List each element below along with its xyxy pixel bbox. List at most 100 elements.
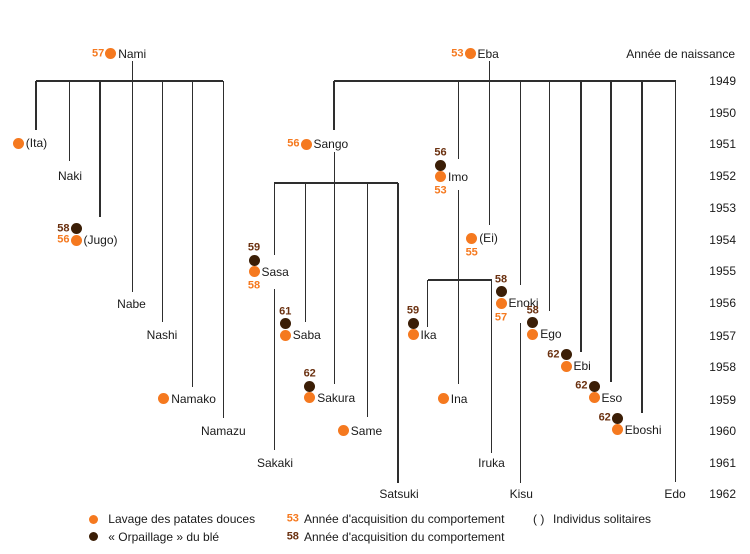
birth-year-label: 1956 [709,296,736,310]
individual-label-nashi: Nashi [146,328,178,343]
wheat-dot-icon [304,380,316,392]
lineage-line [397,183,399,483]
individual-label-enoki: Enoki [508,296,539,311]
wheat-acquisition-year: 58 [526,304,539,317]
lineage-line [580,81,582,352]
wheat-dot-icon [495,286,507,298]
birth-year-axis-title: Année de naissance [626,47,735,61]
sibling-bar-line [36,80,224,82]
lineage-line [427,280,429,327]
lineage-line [273,183,275,255]
wheat-dot-icon [279,318,291,330]
individual-label-imo: Imo [448,169,469,184]
individual-label-ebi: Ebi [573,359,591,374]
wheat-dot-icon [560,349,572,361]
legend-solitary-sign: ( ) [533,512,545,526]
individual-label-naki: Naki [57,169,83,183]
birth-year-label: 1950 [709,105,736,120]
potato-dot-icon [279,329,291,341]
lineage-line [333,81,335,130]
individual-label-ego: Ego [540,327,562,342]
legend-wheat-acquisition-label: Année d'acquisition du comportement [304,529,505,544]
potato-acquisition-year: 57 [91,47,105,60]
individual-label-namazu: Namazu [200,424,246,438]
legend-potato-acquisition-label: Année d'acquisition du comportement [304,512,505,526]
potato-dot-icon [466,232,478,244]
lineage-line [131,61,133,292]
birth-year-label: 1960 [709,424,736,438]
individual-label-nami: Nami [118,46,147,61]
individual-label-sakura: Sakura [317,390,356,405]
individual-label-sango: Sango [313,137,349,151]
birth-year-label: 1962 [709,487,736,502]
individual-label-eba: Eba [477,46,499,61]
individual-label-kisu: Kisu [509,487,533,502]
wheat-dot-icon [588,380,600,392]
wheat-acquisition-year: 62 [575,379,588,392]
wheat-dot-icon [527,317,539,329]
potato-acquisition-year: 57 [494,311,508,324]
wheat-acquisition-year: 59 [406,304,420,317]
individual-label-ei: (Ei) [479,231,498,245]
lineage-line [99,81,101,217]
potato-dot-icon [437,393,449,404]
lineage-line [520,81,522,285]
individual-label-edo: Edo [664,487,686,502]
wheat-acquisition-year: 56 [434,146,447,159]
lineage-line [273,289,275,450]
wheat-dot-icon [407,317,419,329]
birth-year-label: 1954 [709,232,736,247]
individual-label-satsuki: Satsuki [379,487,419,502]
individual-label-ika: Ika [420,327,437,342]
wheat-acquisition-year: 61 [279,305,292,318]
individual-label-namako: Namako [171,391,216,406]
potato-dot-icon [248,266,260,278]
sibling-bar-line [427,279,492,281]
lineage-line [366,183,369,417]
wheat-acquisition-year: 62 [303,367,316,380]
potato-dot-icon [611,424,623,435]
lineage-line [35,81,37,130]
potato-acquisition-year: 53 [451,47,464,60]
lineage-line [675,81,677,482]
wheat-dot-icon [435,159,446,171]
legend-potato-label: Lavage des patates douces [108,512,256,526]
wheat-acquisition-year: 58 [57,222,70,234]
lineage-line [191,81,193,387]
potato-dot-icon [464,48,476,60]
potato-acquisition-year: 53 [434,184,447,197]
individual-label-eboshi: Eboshi [624,422,662,437]
potato-dot-icon [105,48,117,60]
lineage-line [641,81,643,413]
potato-dot-icon [70,234,82,246]
individual-label-same: Same [350,423,383,438]
individual-label-iruka: Iruka [478,455,505,470]
legend-solitary-label: Individus solitaires [553,512,652,526]
potato-dot-icon [435,171,446,183]
wheat-dot-icon [611,412,623,424]
lineage-line [610,81,612,382]
wheat-acquisition-year: 62 [598,411,611,424]
potato-dot-icon [407,329,419,340]
potato-dot-icon [12,137,24,149]
birth-year-label: 1959 [709,392,736,407]
individual-label-sasa: Sasa [261,264,289,279]
lineage-line [520,323,522,483]
legend-wheat-label: « Orpaillage » du blé [108,529,220,544]
lineage-line [491,280,493,453]
potato-acquisition-year: 56 [287,137,300,150]
legend-wheat-acquisition-year: 58 [286,530,299,543]
individual-label-saba: Saba [292,328,321,343]
potato-dot-icon [527,328,539,340]
legend-potato-dot-icon [89,514,98,524]
lineage-line [68,81,70,161]
lineage-line [161,81,163,322]
lineage-line [489,61,491,225]
birth-year-label: 1955 [709,264,736,278]
birth-year-label: 1952 [709,169,736,183]
wheat-dot-icon [70,223,82,234]
lineage-line [548,81,550,311]
lineage-line [457,81,460,159]
individual-label-ina: Ina [450,391,468,406]
